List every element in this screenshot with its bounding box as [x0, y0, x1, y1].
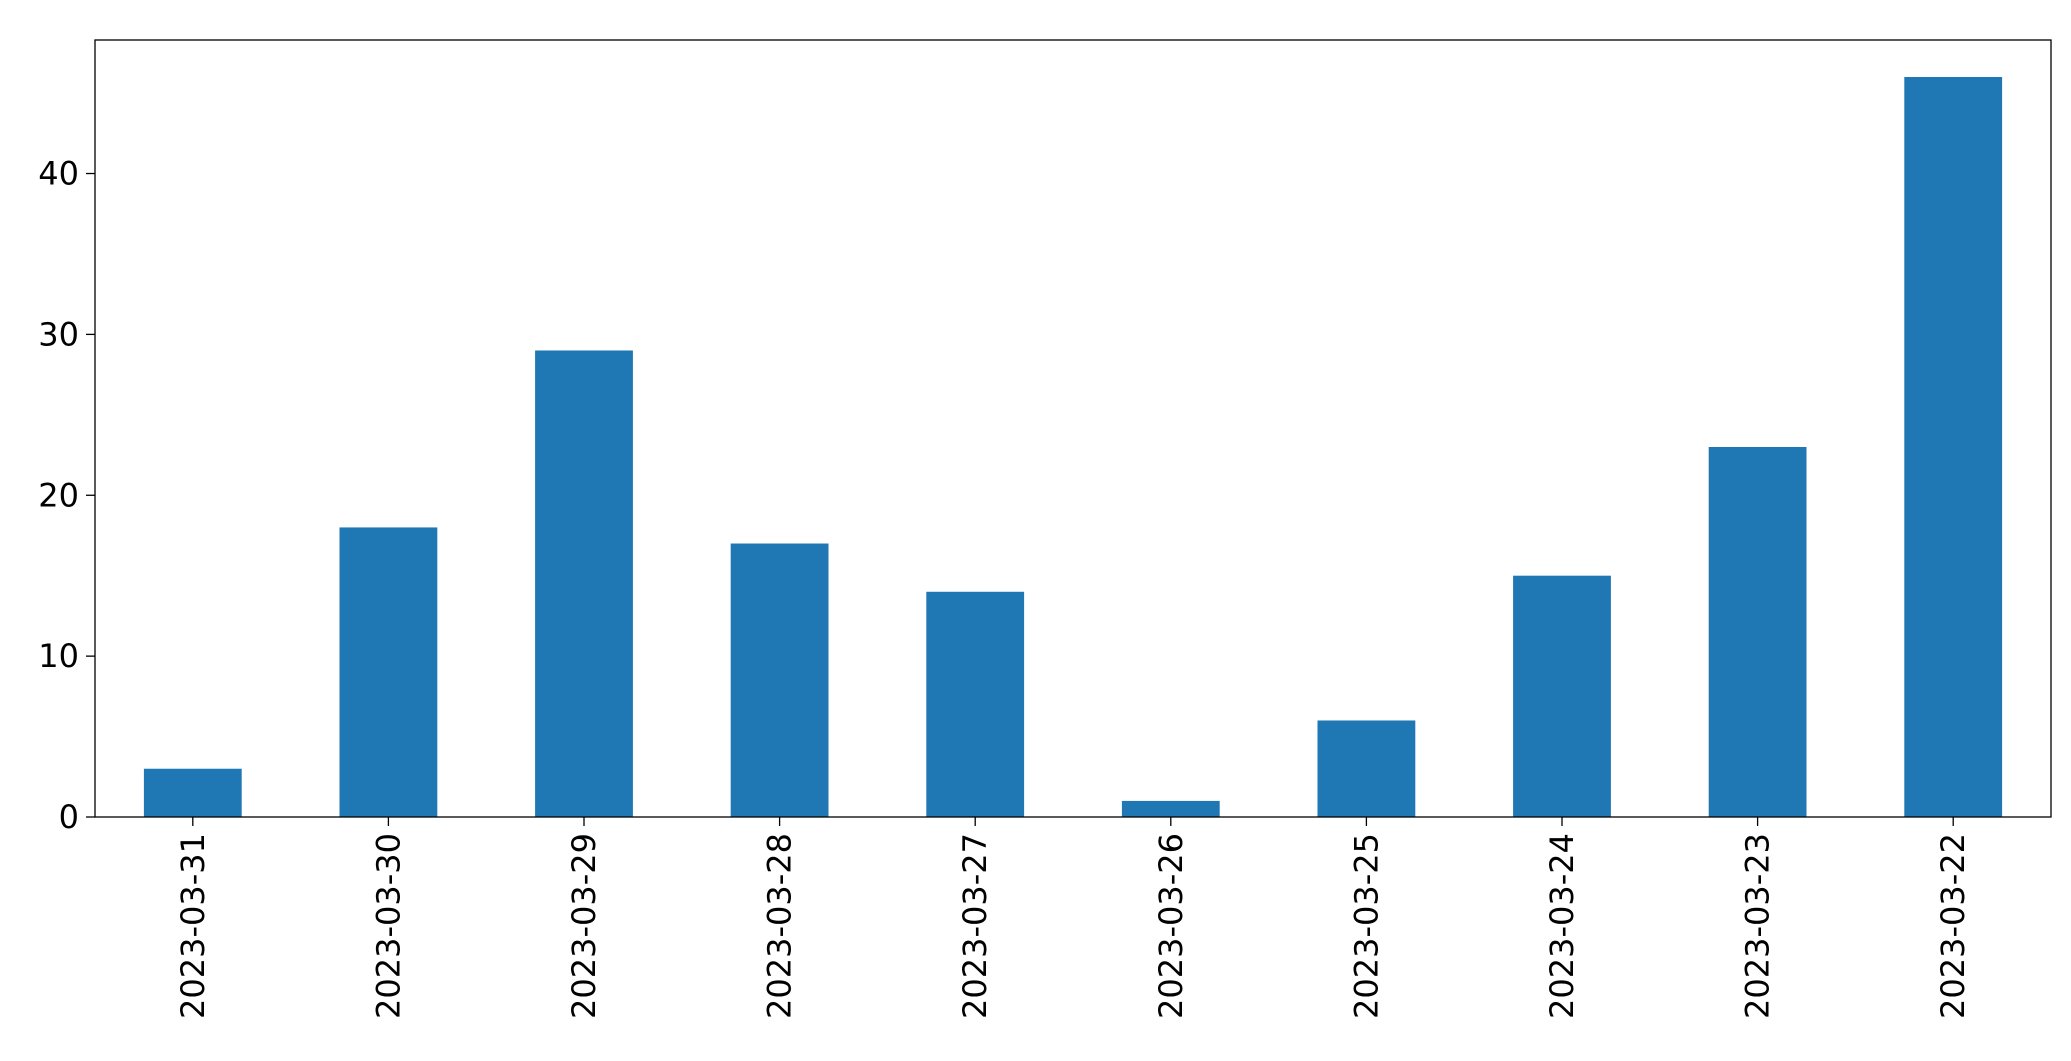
y-tick-label: 30 — [38, 315, 79, 353]
bar — [1904, 77, 2003, 817]
x-tick-label: 2023-03-25 — [1347, 833, 1385, 1019]
x-tick-label: 2023-03-22 — [1934, 833, 1972, 1019]
x-tick-label: 2023-03-30 — [369, 833, 407, 1019]
bar — [1513, 575, 1611, 817]
bar — [339, 527, 438, 817]
bar — [1317, 720, 1416, 817]
plot-frame — [94, 39, 2052, 818]
y-tick-label: 20 — [38, 476, 79, 514]
bar — [535, 350, 633, 817]
y-tick-label: 0 — [59, 798, 79, 836]
x-tick-label: 2023-03-26 — [1152, 833, 1190, 1019]
y-tick-label: 10 — [38, 637, 79, 675]
x-tick-label: 2023-03-28 — [761, 833, 799, 1019]
bar — [926, 591, 1025, 817]
y-tick-label: 40 — [38, 155, 79, 193]
x-tick-label: 2023-03-24 — [1543, 833, 1581, 1019]
x-tick-label: 2023-03-27 — [956, 833, 994, 1019]
x-tick-label: 2023-03-29 — [565, 833, 603, 1019]
bar — [1708, 447, 1807, 817]
bar — [730, 543, 829, 817]
x-tick-label: 2023-03-31 — [174, 833, 212, 1019]
x-tick-label: 2023-03-23 — [1739, 833, 1777, 1019]
bar — [143, 768, 242, 817]
bar — [1121, 800, 1220, 817]
